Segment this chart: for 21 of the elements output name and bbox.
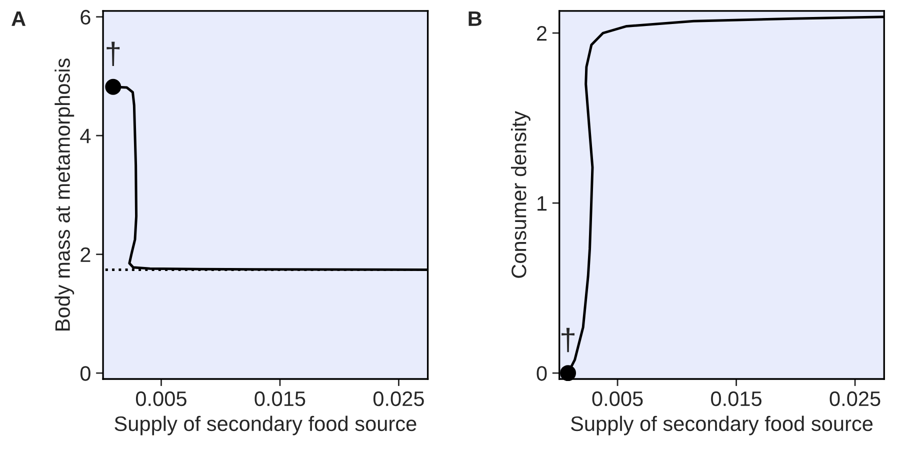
y-axis-title: Body mass at metamorphosis (54, 58, 74, 330)
chart-title: B (468, 12, 482, 26)
y-tick-label: 0 (80, 366, 90, 381)
x-tick-label: 0.015 (711, 391, 762, 406)
x-tick-label: 0.005 (136, 391, 186, 406)
x-axis-title: Supply of secondary food source (570, 416, 873, 436)
y-tick-label: 2 (537, 26, 547, 41)
x-axis-title: Supply of secondary food source (114, 416, 416, 436)
y-tick-label: 4 (80, 128, 91, 144)
x-tick-label: 0.015 (254, 391, 306, 406)
y-tick-label: 0 (536, 366, 547, 381)
y-tick-label: 2 (80, 247, 90, 262)
y-tick-label: 6 (80, 10, 90, 25)
chart-title: A (12, 12, 26, 26)
x-tick-label: 0.005 (592, 391, 643, 406)
annotation: † (562, 328, 574, 352)
y-tick-label: 1 (538, 196, 547, 211)
y-axis-title: Consumer density (510, 111, 530, 278)
x-tick-label: 0.025 (830, 391, 880, 406)
x-tick-label: 0.025 (373, 391, 424, 406)
annotation: † (106, 42, 120, 66)
